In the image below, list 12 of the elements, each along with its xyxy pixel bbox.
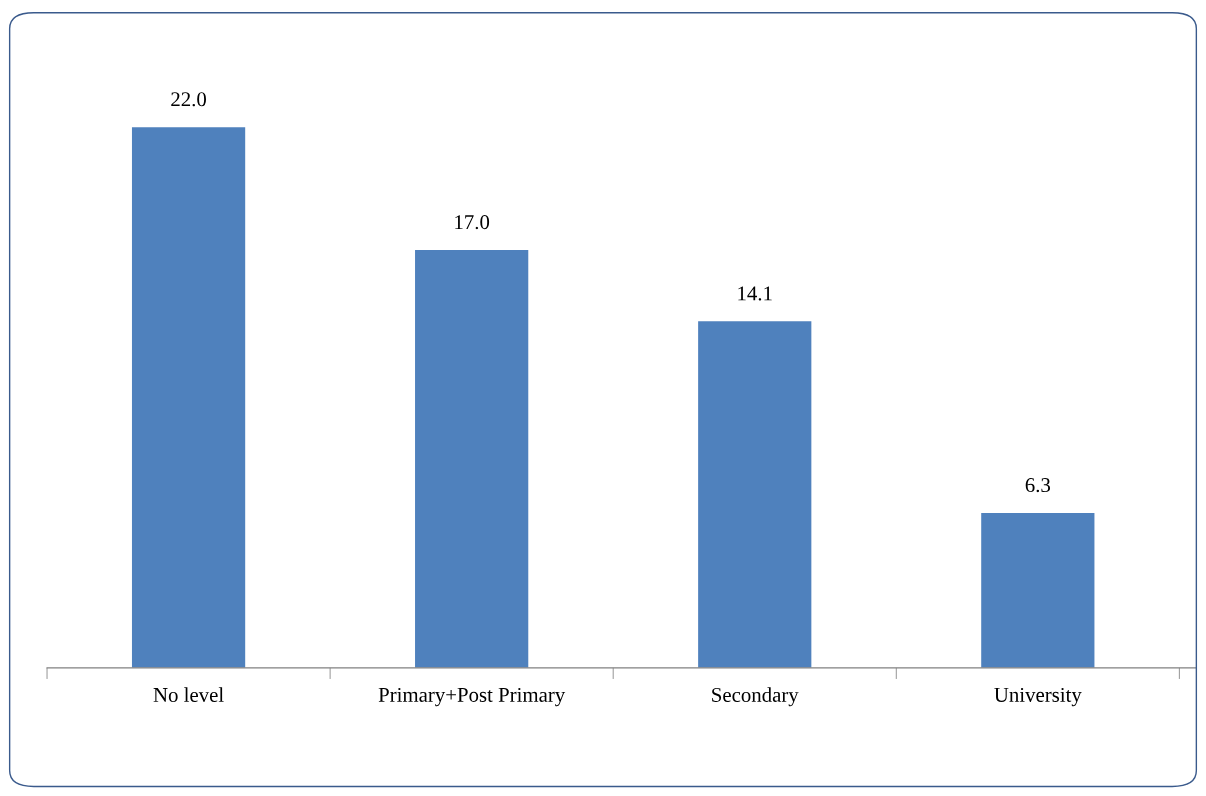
bar — [698, 321, 812, 668]
x-tick-label: University — [994, 687, 1082, 707]
x-tick-label: Secondary — [712, 687, 799, 707]
data-label: 17.0 — [455, 215, 490, 230]
bar — [981, 513, 1095, 668]
x-tick-label: No level — [153, 687, 224, 702]
data-label: 22.0 — [171, 92, 207, 107]
bar — [131, 127, 246, 668]
bar — [415, 250, 529, 668]
data-label: 14.1 — [738, 286, 772, 301]
data-label: 6.3 — [1025, 478, 1051, 493]
x-tick-label: Primary+Post Primary — [378, 687, 566, 707]
